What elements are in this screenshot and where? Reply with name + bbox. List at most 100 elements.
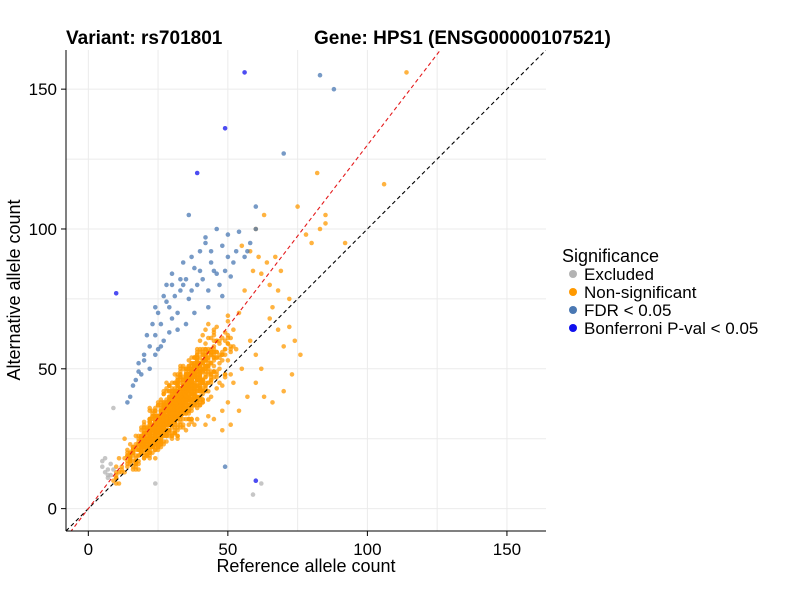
point-fdr-0-05 — [169, 316, 175, 321]
point-non-significant — [211, 338, 217, 344]
point-non-significant — [175, 428, 180, 433]
legend-label: Bonferroni P-val < 0.05 — [584, 319, 758, 338]
reference-line-fit — [70, 50, 442, 531]
point-excluded — [111, 467, 116, 472]
point-non-significant — [317, 226, 323, 232]
point-non-significant — [180, 363, 186, 369]
point-non-significant — [125, 450, 130, 456]
point-non-significant — [127, 442, 133, 447]
point-non-significant — [186, 422, 192, 428]
point-fdr-0-05 — [206, 288, 211, 293]
point-non-significant — [130, 467, 136, 472]
point-fdr-0-05 — [133, 377, 139, 383]
point-non-significant — [178, 416, 183, 422]
point-non-significant — [225, 358, 231, 363]
point-fdr-0-05 — [194, 282, 200, 288]
point-fdr-0-05 — [225, 254, 231, 260]
x-tick-label: 50 — [218, 540, 237, 559]
point-non-significant — [183, 428, 189, 433]
point-fdr-0-05 — [136, 360, 141, 366]
point-non-significant — [158, 397, 164, 402]
y-axis-title: Alternative allele count — [4, 199, 24, 380]
point-fdr-0-05 — [247, 240, 253, 246]
point-non-significant — [111, 478, 116, 484]
point-non-significant — [259, 366, 264, 372]
point-fdr-0-05 — [245, 249, 250, 254]
legend-title: Significance — [562, 246, 659, 266]
point-non-significant — [287, 324, 292, 330]
point-non-significant — [203, 422, 208, 428]
point-non-significant — [225, 319, 231, 324]
point-non-significant — [309, 240, 314, 246]
point-non-significant — [189, 360, 194, 366]
point-non-significant — [225, 341, 231, 346]
chart-title-gene: Gene: HPS1 (ENSG00000107521) — [314, 28, 611, 49]
point-fdr-0-05 — [233, 249, 239, 254]
legend-key — [569, 288, 577, 296]
point-non-significant — [200, 397, 205, 402]
point-fdr-0-05 — [192, 310, 197, 316]
point-fdr-0-05 — [172, 293, 178, 299]
point-non-significant — [281, 388, 287, 394]
point-non-significant — [122, 436, 127, 442]
point-non-significant — [200, 380, 205, 386]
point-fdr-0-05 — [186, 212, 192, 218]
point-non-significant — [172, 400, 178, 405]
point-non-significant — [172, 425, 178, 430]
point-bonferroni-p-val-0-05 — [222, 126, 228, 131]
point-non-significant — [228, 335, 233, 341]
point-non-significant — [141, 444, 147, 450]
point-non-significant — [208, 335, 214, 341]
point-non-significant — [186, 394, 192, 400]
point-non-significant — [136, 467, 141, 472]
chart-title-variant: Variant: rs701801 — [66, 28, 223, 49]
point-fdr-0-05 — [161, 293, 166, 299]
point-non-significant — [236, 408, 242, 414]
point-non-significant — [144, 436, 150, 442]
point-non-significant — [323, 221, 328, 226]
point-non-significant — [220, 428, 225, 433]
point-non-significant — [153, 405, 158, 411]
point-fdr-0-05 — [236, 229, 242, 235]
point-non-significant — [323, 212, 328, 218]
point-excluded — [100, 464, 105, 470]
point-fdr-0-05 — [175, 310, 180, 316]
point-excluded — [100, 458, 105, 464]
point-non-significant — [231, 327, 236, 333]
point-non-significant — [192, 372, 197, 377]
point-non-significant — [133, 442, 139, 447]
point-non-significant — [220, 358, 225, 363]
point-non-significant — [214, 349, 219, 355]
point-non-significant — [206, 321, 211, 327]
point-non-significant — [404, 70, 409, 75]
point-non-significant — [245, 394, 250, 400]
point-fdr-0-05 — [158, 321, 164, 327]
point-non-significant — [169, 419, 175, 425]
point-excluded — [153, 481, 158, 486]
y-tick-label: 100 — [29, 220, 57, 239]
point-non-significant — [186, 358, 192, 363]
point-non-significant — [273, 254, 278, 260]
point-non-significant — [217, 352, 222, 358]
point-non-significant — [203, 383, 208, 388]
point-non-significant — [214, 324, 219, 330]
point-non-significant — [141, 430, 147, 436]
point-non-significant — [211, 352, 217, 358]
point-fdr-0-05 — [214, 271, 219, 277]
point-fdr-0-05 — [200, 277, 205, 282]
point-non-significant — [231, 380, 236, 386]
point-non-significant — [192, 402, 197, 408]
point-excluded — [111, 405, 116, 411]
point-fdr-0-05 — [222, 464, 228, 470]
x-tick-label: 150 — [493, 540, 521, 559]
point-fdr-0-05 — [214, 226, 219, 232]
point-non-significant — [194, 416, 200, 422]
point-fdr-0-05 — [211, 268, 217, 274]
point-non-significant — [211, 363, 217, 369]
point-fdr-0-05 — [183, 277, 189, 282]
point-non-significant — [194, 366, 200, 372]
point-fdr-0-05 — [169, 271, 175, 277]
point-non-significant — [150, 416, 155, 422]
point-fdr-0-05 — [197, 268, 203, 274]
